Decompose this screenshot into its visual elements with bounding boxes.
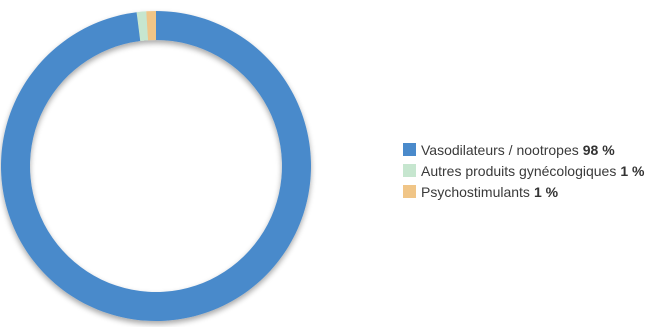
legend-item: Psychostimulants 1 % (403, 181, 644, 202)
legend-label: Vasodilateurs / nootropes (421, 141, 579, 158)
legend-percent: 1 % (533, 183, 559, 200)
donut-slice (1, 11, 312, 321)
legend-item: Autres produits gynécologiques 1 % (403, 160, 644, 181)
legend-swatch (403, 164, 416, 177)
donut-slice (136, 11, 149, 41)
chart-legend: Vasodilateurs / nootropes 98 % Autres pr… (403, 139, 644, 202)
legend-label: Autres produits gynécologiques (421, 162, 617, 179)
donut-slices (1, 11, 312, 321)
legend-percent: 98 % (582, 141, 615, 158)
legend-swatch (403, 185, 416, 198)
legend-item: Vasodilateurs / nootropes 98 % (403, 139, 644, 160)
donut-slice (146, 11, 156, 41)
legend-label: Psychostimulants (421, 183, 530, 200)
legend-swatch (403, 143, 416, 156)
legend-percent: 1 % (620, 162, 645, 179)
